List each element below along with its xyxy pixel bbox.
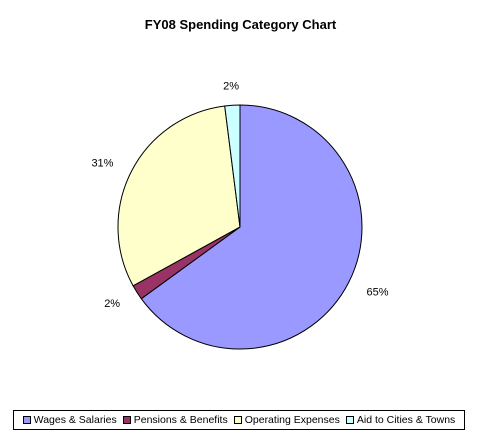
- legend-item-aid-cities-towns: Aid to Cities & Towns: [345, 414, 456, 426]
- slice-label-operating-expenses: 31%: [91, 158, 113, 170]
- legend-swatch-pensions-benefits: [122, 416, 131, 424]
- legend-label-wages-salaries: Wages & Salaries: [33, 414, 117, 426]
- legend-item-wages-salaries: Wages & Salaries: [22, 414, 117, 426]
- legend-item-pensions-benefits: Pensions & Benefits: [122, 414, 228, 426]
- legend-label-pensions-benefits: Pensions & Benefits: [133, 414, 228, 426]
- pie-slice-operating-expenses: [117, 105, 241, 287]
- pie-slice-wages-salaries: [140, 104, 363, 350]
- legend: Wages & Salaries Pensions & Benefits Ope…: [13, 410, 465, 430]
- legend-label-operating-expenses: Operating Expenses: [244, 414, 340, 426]
- legend-swatch-operating-expenses: [233, 416, 242, 424]
- legend-swatch-aid-cities-towns: [345, 416, 354, 424]
- slice-label-wages-salaries: 65%: [367, 286, 389, 298]
- pie-slice-aid-cities-towns: [224, 104, 241, 228]
- slice-label-aid-cities-towns: 2%: [223, 80, 239, 92]
- legend-item-operating-expenses: Operating Expenses: [233, 414, 340, 426]
- chart-title: FY08 Spending Category Chart: [144, 17, 337, 32]
- slice-label-pensions-benefits: 2%: [104, 298, 120, 310]
- legend-label-aid-cities-towns: Aid to Cities & Towns: [356, 414, 456, 426]
- pie-chart: 65% 2% 31% 2%: [91, 80, 389, 350]
- legend-swatch-wages-salaries: [22, 416, 31, 424]
